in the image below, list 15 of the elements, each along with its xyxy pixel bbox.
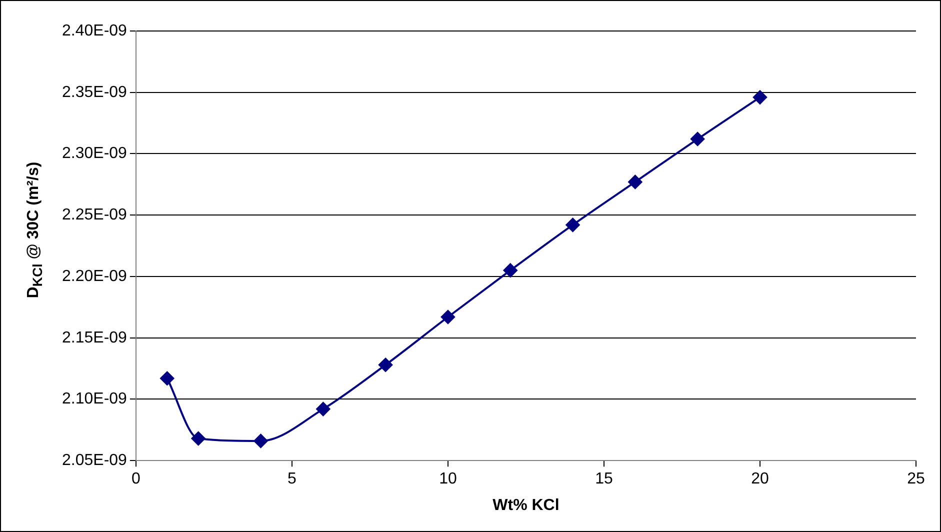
x-tick-label: 10 bbox=[439, 470, 457, 488]
y-tick-label: 2.30E-09 bbox=[62, 145, 128, 162]
x-tick-label: 0 bbox=[131, 470, 140, 488]
x-tick-label: 25 bbox=[907, 470, 925, 488]
y-tick-label: 2.15E-09 bbox=[62, 329, 128, 346]
x-tick-label: 20 bbox=[751, 470, 769, 488]
y-tick-label: 2.40E-09 bbox=[62, 22, 128, 40]
x-axis-title: Wt% KCl bbox=[492, 496, 560, 514]
y-tick-label: 2.25E-09 bbox=[62, 206, 128, 224]
y-tick-label: 2.20E-09 bbox=[62, 268, 128, 285]
x-tick-label: 5 bbox=[287, 470, 296, 488]
y-tick-label: 2.05E-09 bbox=[62, 452, 128, 470]
x-tick-label: 15 bbox=[595, 470, 613, 488]
y-tick-label: 2.10E-09 bbox=[62, 390, 128, 408]
y-tick-label: 2.35E-09 bbox=[62, 84, 128, 101]
